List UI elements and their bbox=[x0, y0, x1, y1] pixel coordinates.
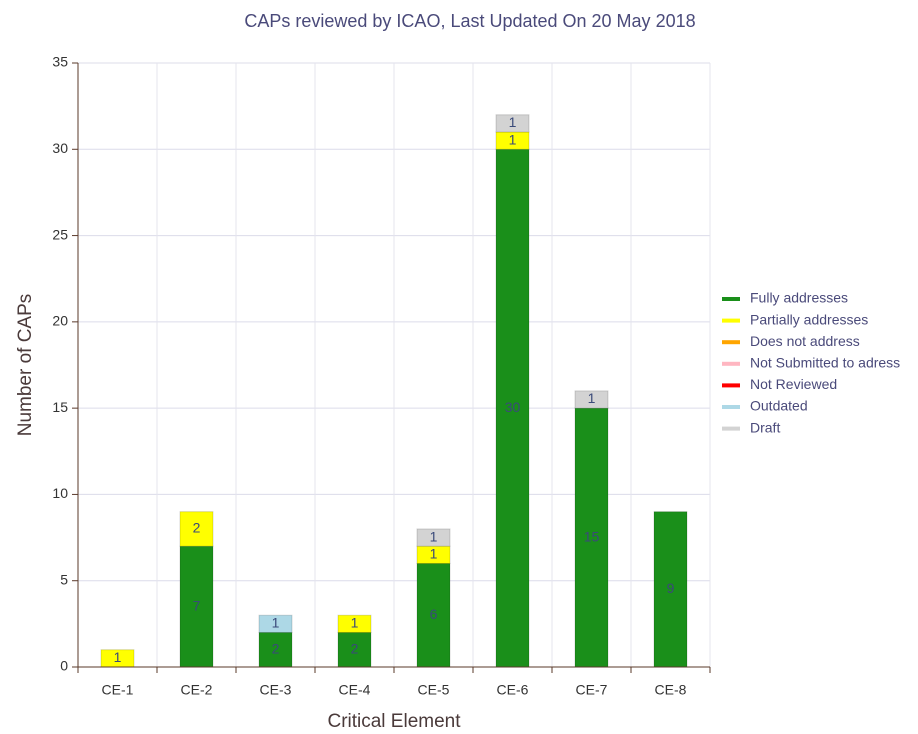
bar-segment bbox=[574, 390, 609, 409]
bar-segment bbox=[574, 407, 609, 668]
legend-swatch bbox=[722, 405, 740, 409]
bar-segment bbox=[337, 614, 372, 633]
value-label: 2 bbox=[351, 640, 359, 656]
y-tick-label: 0 bbox=[60, 658, 68, 674]
value-label: 1 bbox=[509, 131, 517, 147]
legend-label: Not Submitted to adress bbox=[750, 355, 900, 371]
y-tick-label: 30 bbox=[52, 140, 68, 156]
bar-segment bbox=[258, 631, 293, 668]
value-label: 1 bbox=[272, 615, 280, 631]
legend-label: Partially addresses bbox=[750, 311, 868, 327]
legend-swatch bbox=[722, 361, 740, 366]
y-tick-label: 5 bbox=[60, 571, 68, 587]
x-tick-label: CE-4 bbox=[339, 682, 371, 698]
chart-title: CAPs reviewed by ICAO, Last Updated On 2… bbox=[244, 11, 695, 31]
legend-label: Outdated bbox=[750, 398, 808, 414]
value-label: 1 bbox=[430, 528, 438, 544]
bar-segment bbox=[653, 511, 688, 668]
bar-segment bbox=[416, 528, 451, 547]
legend-swatch bbox=[722, 340, 740, 345]
x-tick-label: CE-2 bbox=[181, 682, 213, 698]
value-label: 1 bbox=[430, 546, 438, 562]
x-axis-title: Critical Element bbox=[327, 711, 461, 732]
bar-segment bbox=[179, 545, 214, 668]
legend-label: Fully addresses bbox=[750, 290, 848, 306]
value-label: 2 bbox=[193, 520, 201, 536]
value-label: 9 bbox=[667, 580, 675, 596]
value-label: 30 bbox=[505, 399, 521, 415]
legend-swatch bbox=[722, 426, 740, 431]
value-label: 1 bbox=[588, 390, 596, 406]
value-label: 1 bbox=[509, 114, 517, 130]
y-tick-label: 10 bbox=[52, 485, 68, 501]
value-label: 1 bbox=[114, 649, 122, 665]
bar-segment bbox=[258, 614, 293, 633]
x-tick-label: CE-3 bbox=[260, 682, 292, 698]
legend-label: Does not address bbox=[750, 333, 860, 349]
x-tick-label: CE-1 bbox=[102, 682, 134, 698]
legend-swatch bbox=[722, 297, 740, 301]
y-tick-label: 35 bbox=[52, 54, 68, 70]
y-tick-label: 15 bbox=[52, 399, 68, 415]
legend-label: Draft bbox=[750, 419, 780, 435]
legend-swatch bbox=[722, 383, 740, 388]
y-axis-title: Number of CAPs bbox=[15, 294, 36, 437]
value-label: 15 bbox=[584, 528, 600, 544]
value-label: 7 bbox=[193, 597, 201, 613]
x-tick-label: CE-7 bbox=[576, 682, 608, 698]
y-tick-label: 20 bbox=[52, 313, 68, 329]
y-tick-label: 25 bbox=[52, 226, 68, 242]
value-label: 2 bbox=[272, 640, 280, 656]
bar-segment bbox=[416, 562, 451, 668]
value-label: 1 bbox=[351, 615, 359, 631]
legend-swatch bbox=[722, 318, 740, 323]
x-tick-label: CE-5 bbox=[418, 682, 450, 698]
value-label: 6 bbox=[430, 606, 438, 622]
bar-segment bbox=[179, 511, 214, 547]
legend-label: Not Reviewed bbox=[750, 376, 837, 392]
x-tick-label: CE-6 bbox=[497, 682, 529, 698]
bar-segment bbox=[495, 114, 530, 133]
x-tick-label: CE-8 bbox=[655, 682, 687, 698]
